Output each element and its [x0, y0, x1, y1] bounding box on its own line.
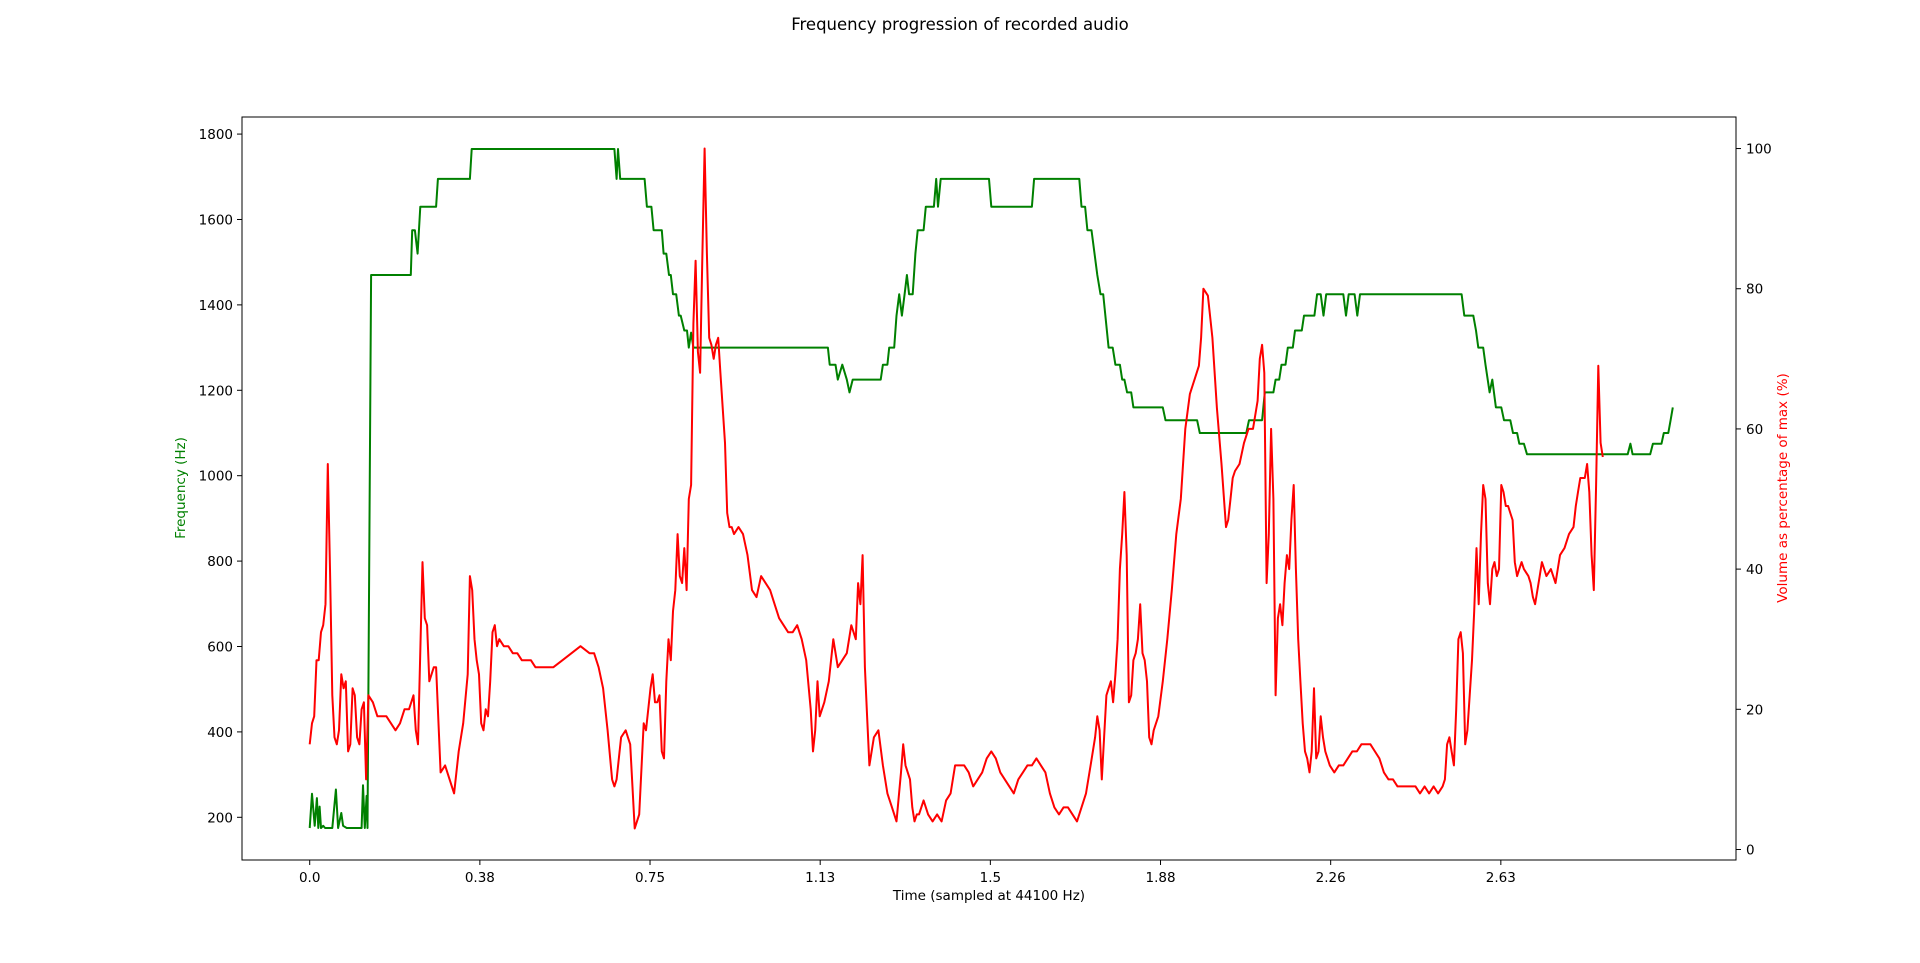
frequency-series — [308, 148, 1674, 829]
y-axis-right-label: Volume as percentage of max (%) — [1775, 373, 1791, 603]
x-tick-label: 2.63 — [1486, 870, 1516, 886]
y-axis-right: 0 20 40 60 80 100 — [1736, 142, 1772, 858]
y-left-tick-label: 1200 — [199, 383, 233, 399]
y-left-tick-label: 400 — [207, 725, 233, 741]
y-axis-left-label: Frequency (Hz) — [173, 437, 189, 539]
x-axis-label: Time (sampled at 44100 Hz) — [892, 888, 1085, 904]
plot-area — [241, 116, 1737, 861]
y-right-tick-label: 80 — [1746, 282, 1763, 298]
y-left-tick-label: 1400 — [199, 298, 233, 314]
y-axis-left: 200 400 600 800 1000 1200 1400 1600 1800 — [199, 127, 242, 826]
y-right-tick-label: 60 — [1746, 422, 1763, 438]
x-tick-label: 1.13 — [805, 870, 835, 886]
volume-series-line — [308, 147, 1604, 830]
x-tick-label: 2.26 — [1316, 870, 1346, 886]
chart-title: Frequency progression of recorded audio — [791, 15, 1129, 34]
y-left-tick-label: 1600 — [199, 212, 233, 228]
y-left-tick-label: 600 — [207, 639, 233, 655]
x-tick-label: 0.0 — [299, 870, 320, 886]
y-right-tick-label: 40 — [1746, 562, 1763, 578]
y-left-tick-label: 1000 — [199, 469, 233, 485]
plot-frame — [241, 116, 1737, 861]
y-left-tick-label: 800 — [207, 554, 233, 570]
y-left-tick-label: 200 — [207, 810, 233, 826]
frequency-series-line — [308, 148, 1674, 829]
y-left-tick-label: 1800 — [199, 127, 233, 143]
x-tick-label: 1.88 — [1145, 870, 1175, 886]
x-tick-label: 0.38 — [465, 870, 495, 886]
y-right-tick-label: 20 — [1746, 702, 1763, 718]
x-tick-label: 1.5 — [980, 870, 1001, 886]
x-axis: 0.0 0.38 0.75 1.13 1.5 1.88 2.26 2.63 — [299, 860, 1516, 886]
volume-series — [308, 147, 1604, 830]
x-tick-label: 0.75 — [635, 870, 665, 886]
y-right-tick-label: 0 — [1746, 842, 1755, 858]
y-right-tick-label: 100 — [1746, 142, 1772, 158]
